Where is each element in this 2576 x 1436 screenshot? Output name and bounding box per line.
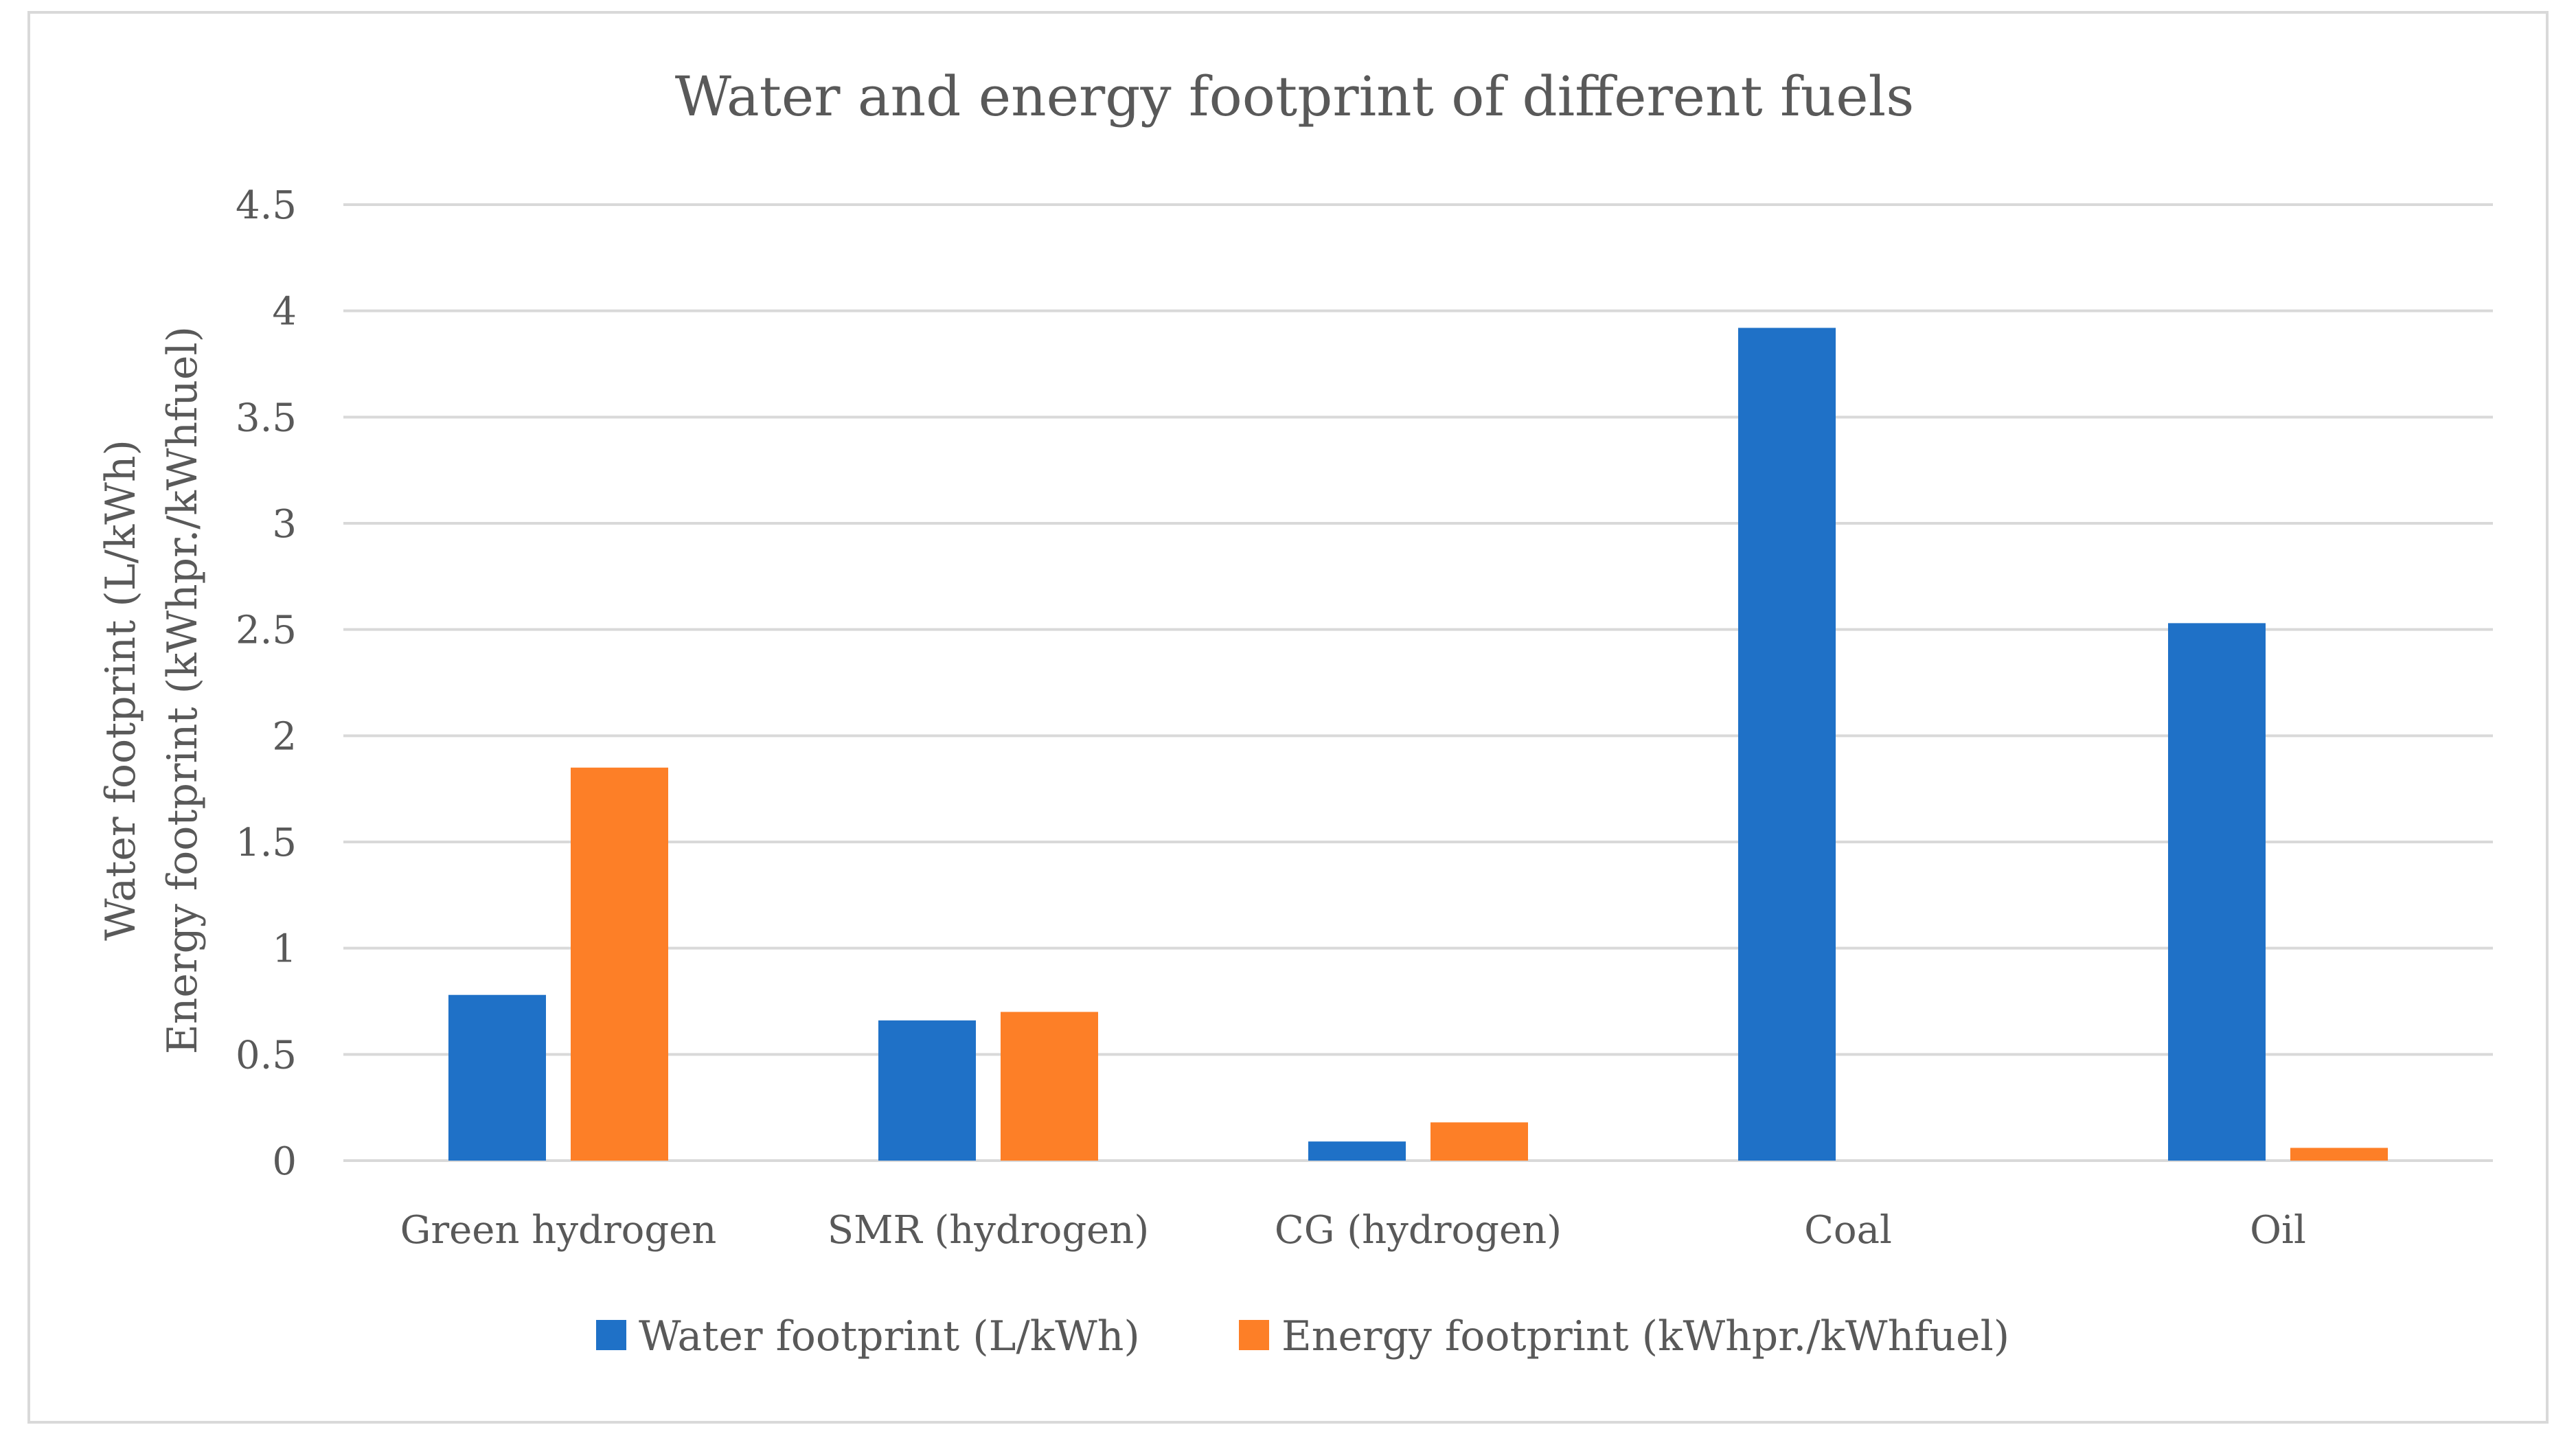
y-tick-label: 0.5 — [236, 1033, 297, 1078]
bar-water-0 — [448, 994, 546, 1161]
y-tick-label: 0 — [272, 1139, 297, 1184]
y-tick-label: 3.5 — [236, 396, 297, 440]
bar-energy-0 — [571, 767, 668, 1161]
bar-energy-4 — [2290, 1148, 2388, 1161]
legend-swatch-energy — [1239, 1320, 1269, 1350]
gridlines — [343, 203, 2493, 1162]
y-axis-ticks: 0 0.5 1 1.5 2 2.5 3 3.5 4 4.5 — [236, 183, 297, 1184]
y-tick-label: 1 — [272, 927, 297, 972]
x-category-label: Coal — [1804, 1208, 1892, 1253]
legend-label-water: Water footprint (L/kWh) — [639, 1312, 1140, 1360]
legend-swatch-water — [596, 1320, 626, 1350]
bar-water-4 — [2168, 623, 2266, 1161]
chart-frame — [27, 11, 2549, 1424]
bar-water-2 — [1308, 1141, 1406, 1161]
legend-label-energy: Energy footprint (kWhpr./kWhfuel) — [1281, 1312, 2009, 1360]
x-category-label: CG (hydrogen) — [1275, 1208, 1562, 1253]
y-tick-label: 2.5 — [236, 608, 297, 653]
x-category-label: Green hydrogen — [400, 1208, 717, 1253]
y-tick-label: 2 — [272, 714, 297, 759]
y-tick-label: 4 — [272, 290, 297, 334]
x-category-label: Oil — [2250, 1208, 2306, 1253]
y-axis-title-energy: Energy footprint (kWhpr./kWhfuel) — [159, 326, 207, 1054]
x-category-label: SMR (hydrogen) — [828, 1208, 1149, 1253]
x-axis-categories: Green hydrogen SMR (hydrogen) CG (hydrogen… — [400, 1208, 2306, 1253]
bar-energy-2 — [1431, 1122, 1528, 1161]
y-axis-title-water: Water footprint (L/kWh) — [97, 440, 145, 941]
y-tick-label: 4.5 — [236, 183, 297, 228]
y-tick-label: 3 — [272, 502, 297, 547]
bar-energy-1 — [1001, 1012, 1098, 1161]
chart-title: Water and energy footprint of different … — [675, 65, 1915, 128]
bar-water-3 — [1738, 328, 1836, 1161]
legend: Water footprint (L/kWh) Energy footprint… — [596, 1312, 2009, 1360]
y-tick-label: 1.5 — [236, 821, 297, 865]
bar-water-1 — [878, 1020, 976, 1161]
bars — [448, 328, 2388, 1161]
